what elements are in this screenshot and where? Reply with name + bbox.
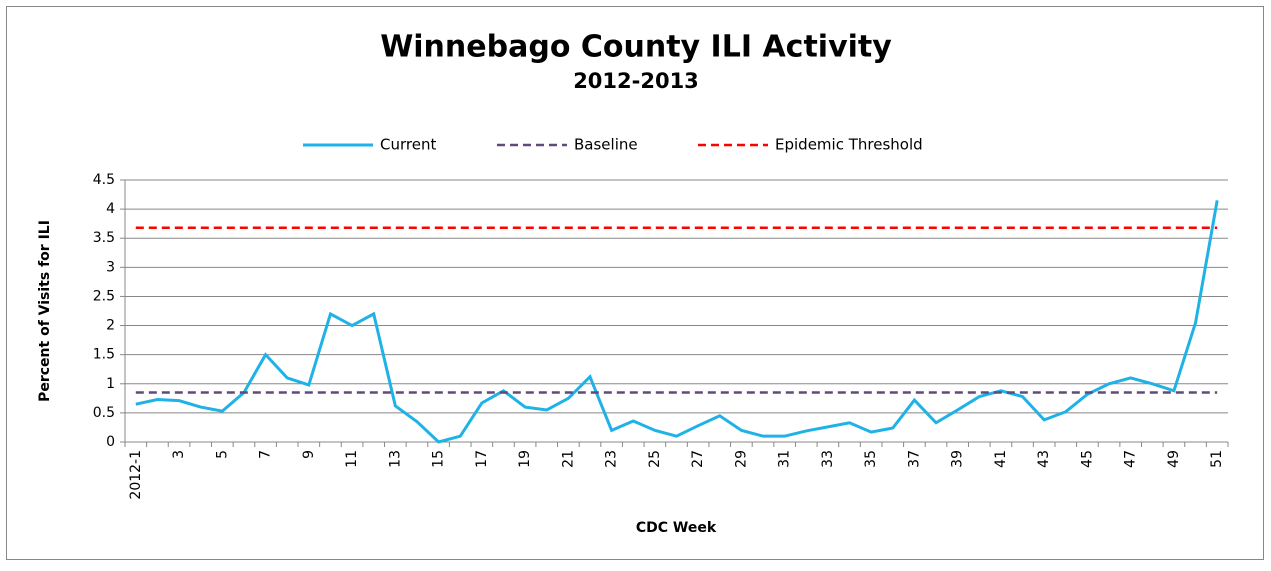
y-tick-label: 2 <box>106 318 115 334</box>
x-tick-label: 25 <box>647 450 663 468</box>
x-tick-label: 37 <box>906 450 922 468</box>
x-tick-label: 29 <box>733 450 749 468</box>
x-tick-label: 49 <box>1166 450 1182 468</box>
x-tick-label: 21 <box>560 450 576 468</box>
x-tick-label: 9 <box>301 450 317 459</box>
x-tick-label: 43 <box>1036 450 1052 468</box>
x-tick-label: 11 <box>344 450 360 468</box>
y-tick-label: 1.5 <box>93 347 115 363</box>
chart-frame <box>6 6 1264 560</box>
legend-label: Epidemic Threshold <box>775 136 923 154</box>
x-tick-label: 3 <box>171 450 187 459</box>
x-tick-label: 7 <box>258 450 274 459</box>
y-tick-label: 0 <box>106 434 115 450</box>
x-tick-label: 23 <box>604 450 620 468</box>
x-tick-label: 33 <box>820 450 836 468</box>
y-tick-label: 3 <box>106 259 115 275</box>
y-tick-label: 3.5 <box>93 230 115 246</box>
x-tick-label: 17 <box>474 450 490 468</box>
x-tick-label: 47 <box>1123 450 1139 468</box>
x-tick-label: 45 <box>1079 450 1095 468</box>
x-tick-label: 27 <box>690 450 706 468</box>
x-tick-label: 19 <box>517 450 533 468</box>
x-tick-label: 51 <box>1209 450 1225 468</box>
y-tick-label: 1 <box>106 376 115 392</box>
y-tick-label: 4.5 <box>93 172 115 188</box>
x-tick-label: 15 <box>431 450 447 468</box>
legend-label: Baseline <box>574 136 638 154</box>
x-tick-label: 35 <box>863 450 879 468</box>
series-line <box>135 200 1219 444</box>
x-tick-label: 31 <box>777 450 793 468</box>
chart-subtitle: 2012-2013 <box>573 69 699 93</box>
x-tick-label: 2012-1 <box>128 450 144 500</box>
y-axis-label: Percent of Visits for ILI <box>37 220 53 402</box>
x-tick-label: 39 <box>950 450 966 468</box>
x-tick-label: 5 <box>214 450 230 459</box>
legend-label: Current <box>380 136 436 154</box>
x-tick-label: 41 <box>993 450 1009 468</box>
x-axis-label: CDC Week <box>636 520 717 536</box>
chart-title: Winnebago County ILI Activity <box>380 30 892 65</box>
y-tick-label: 2.5 <box>93 288 115 304</box>
y-tick-label: 0.5 <box>93 405 115 421</box>
x-tick-label: 13 <box>387 450 403 468</box>
y-tick-label: 4 <box>106 201 115 217</box>
